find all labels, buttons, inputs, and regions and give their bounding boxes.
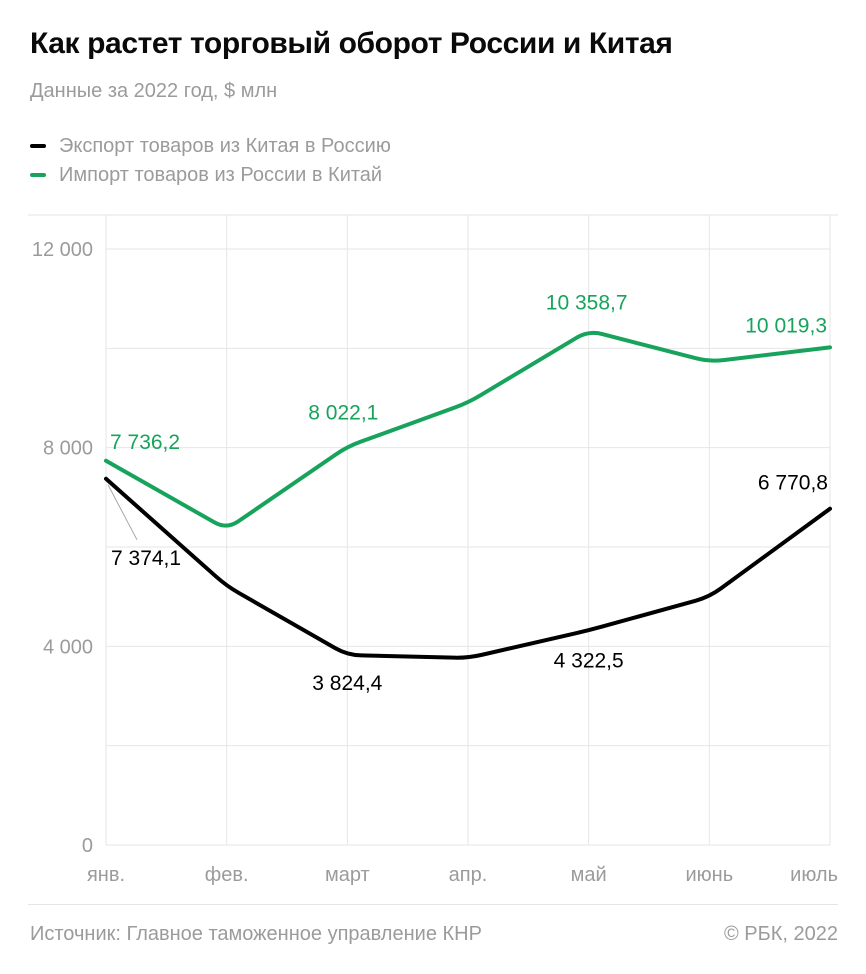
label-leader-line [107,484,138,540]
y-tick-label: 12 000 [32,239,93,261]
data-label: 6 770,8 [758,472,828,495]
legend-label-import: Импорт товаров из России в Китай [59,163,383,186]
footer: Источник: Главное таможенное управление … [30,923,838,946]
x-tick-label: июнь [686,864,734,886]
data-label: 10 358,7 [546,292,628,315]
trade-line-chart: 0 4 000 8 000 12 000 янв. фев. март апр. май июнь… [28,214,838,886]
data-label: 10 019,3 [745,314,827,337]
x-tick-label: май [571,864,607,886]
x-tick-label: март [325,864,370,886]
legend-label-export: Экспорт товаров из Китая в Россию [59,134,391,157]
legend-dash-export-icon [30,144,46,148]
x-tick-label: фев. [205,864,249,886]
data-label: 8 022,1 [308,402,378,425]
x-tick-label: июль [790,864,838,886]
data-label: 7 736,2 [110,431,180,454]
legend-dash-import-icon [30,173,46,177]
chart-subtitle: Данные за 2022 год, $ млн [30,80,278,102]
source-note: Источник: Главное таможенное управление … [30,923,482,945]
data-label: 4 322,5 [554,649,624,672]
x-tick-label: апр. [449,864,488,886]
data-label: 7 374,1 [111,547,181,570]
series-line-export [104,476,832,660]
chart-legend: Экспорт товаров из Китая в Россию Импорт… [30,133,391,191]
page-title: Как растет торговый оборот России и Кита… [30,27,673,60]
legend-item-import: Импорт товаров из России в Китай [30,162,391,188]
footer-divider [28,904,838,905]
series-line-import [104,330,832,528]
legend-item-export: Экспорт товаров из Китая в Россию [30,133,391,159]
gridlines [28,214,838,846]
x-tick-label: янв. [87,864,125,886]
data-label: 3 824,4 [312,672,382,695]
y-tick-label: 0 [82,835,93,857]
y-tick-label: 4 000 [43,636,93,658]
copyright: © РБК, 2022 [723,923,838,945]
y-tick-label: 8 000 [43,438,93,460]
